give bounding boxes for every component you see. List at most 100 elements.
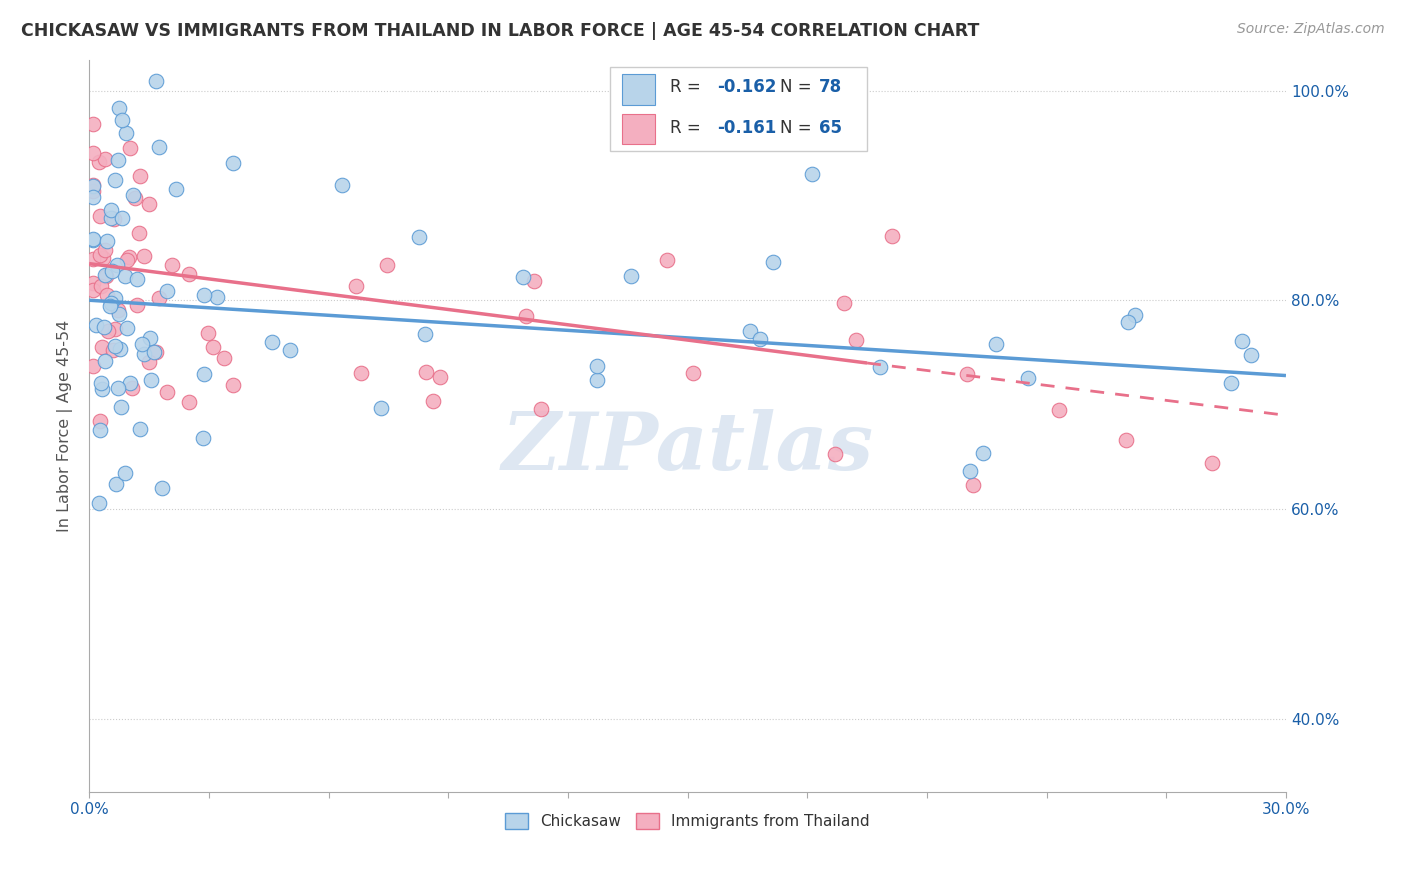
Text: Source: ZipAtlas.com: Source: ZipAtlas.com (1237, 22, 1385, 37)
Point (110, 342, 132, 356)
Point (100, 202, 122, 217)
Point (82, 232, 104, 246)
Point (145, 345, 167, 359)
Point (330, 178, 353, 193)
Point (132, 346, 155, 360)
Point (212, 351, 235, 366)
Point (104, 173, 127, 187)
Point (84, 318, 107, 333)
Point (100, 296, 122, 310)
Point (89, 423, 111, 437)
Point (104, 477, 127, 491)
Point (145, 73, 167, 87)
Text: -0.161: -0.161 (717, 119, 776, 136)
FancyBboxPatch shape (610, 67, 868, 151)
Point (104, 339, 127, 353)
Point (370, 401, 392, 416)
Point (179, 267, 201, 281)
Y-axis label: In Labor Force | Age 45-54: In Labor Force | Age 45-54 (58, 319, 73, 532)
Text: -0.162: -0.162 (717, 78, 778, 96)
Point (97, 324, 120, 338)
Point (90, 382, 112, 396)
Point (120, 141, 142, 155)
Point (138, 355, 160, 369)
Point (118, 250, 141, 264)
Point (344, 278, 367, 293)
Point (1240, 348, 1263, 362)
Point (121, 381, 143, 395)
Point (762, 254, 785, 268)
Point (93, 319, 115, 334)
Point (530, 402, 553, 417)
Point (91, 251, 114, 265)
Point (375, 258, 398, 272)
Point (129, 169, 152, 183)
Point (260, 335, 283, 350)
Point (107, 381, 129, 395)
Point (197, 326, 219, 340)
Point (82, 178, 104, 193)
Point (128, 226, 150, 240)
Point (94, 244, 117, 258)
Point (177, 395, 200, 409)
Text: N =: N = (780, 78, 817, 96)
Point (101, 264, 124, 278)
Point (429, 370, 451, 384)
Point (111, 113, 134, 128)
Point (748, 332, 770, 346)
Point (207, 290, 229, 304)
Point (82, 190, 104, 204)
Point (350, 366, 373, 380)
Point (96, 288, 118, 302)
Point (94, 354, 117, 368)
Point (87, 496, 110, 510)
Point (127, 272, 149, 286)
Text: ZIPatlas: ZIPatlas (502, 409, 873, 486)
Point (82, 284, 104, 298)
Point (156, 385, 179, 400)
Point (585, 373, 607, 387)
Point (962, 477, 984, 491)
Point (1018, 371, 1040, 385)
Point (193, 367, 215, 381)
Text: R =: R = (669, 78, 706, 96)
Bar (621, 113, 655, 145)
Point (278, 343, 301, 358)
Point (82, 233, 104, 247)
Point (193, 288, 215, 302)
Point (1123, 308, 1146, 322)
Text: CHICKASAW VS IMMIGRANTS FROM THAILAND IN LABOR FORCE | AGE 45-54 CORRELATION CHA: CHICKASAW VS IMMIGRANTS FROM THAILAND IN… (21, 22, 980, 40)
Point (869, 359, 891, 374)
Point (138, 197, 160, 211)
Point (202, 340, 225, 354)
Point (422, 394, 444, 409)
Text: 65: 65 (820, 119, 842, 136)
Point (984, 337, 1007, 351)
Point (880, 229, 903, 244)
Point (148, 292, 170, 306)
Point (413, 326, 436, 341)
Point (82, 276, 104, 290)
Point (89, 248, 111, 262)
Point (512, 270, 534, 285)
Point (682, 367, 704, 381)
Point (118, 376, 141, 390)
Point (115, 126, 138, 140)
Point (221, 156, 243, 170)
Point (1230, 334, 1253, 348)
Point (105, 258, 128, 272)
Point (415, 365, 437, 379)
Point (96, 235, 118, 249)
Point (110, 400, 132, 414)
Point (129, 422, 152, 436)
Point (125, 298, 148, 312)
Point (1047, 402, 1070, 417)
Point (221, 378, 243, 392)
Point (408, 230, 430, 244)
Point (1115, 433, 1137, 447)
Point (91, 340, 114, 354)
Point (972, 446, 994, 460)
Point (122, 188, 145, 202)
Point (89, 414, 111, 428)
Text: R =: R = (669, 119, 706, 136)
